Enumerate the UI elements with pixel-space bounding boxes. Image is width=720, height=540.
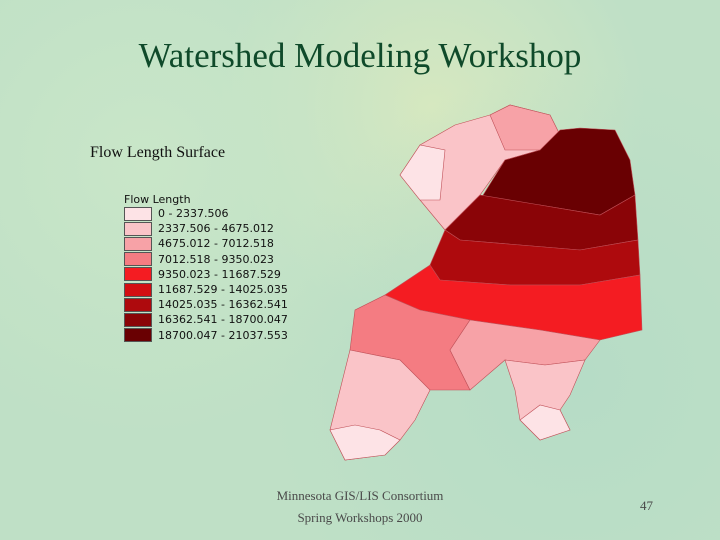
region	[519, 404, 571, 441]
legend-title: Flow Length	[124, 193, 191, 206]
legend-item: 4675.012 - 7012.518	[124, 236, 288, 251]
region	[349, 294, 471, 391]
slide-title: Watershed Modeling Workshop	[138, 36, 582, 75]
legend-item: 9350.023 - 11687.529	[124, 267, 288, 282]
legend-swatch	[124, 312, 152, 327]
legend-label: 16362.541 - 18700.047	[158, 313, 288, 327]
legend-label: 11687.529 - 14025.035	[158, 283, 288, 297]
legend-item: 7012.518 - 9350.023	[124, 252, 288, 267]
legend-swatch	[124, 267, 152, 282]
legend-item: 0 - 2337.506	[124, 206, 288, 221]
legend-swatch	[124, 236, 152, 251]
footer-line: Minnesota GIS/LIS Consortium	[276, 488, 444, 503]
watershed	[329, 104, 643, 461]
legend-swatch	[124, 221, 152, 236]
legend-label: 14025.035 - 16362.541	[158, 298, 288, 312]
legend-label: 18700.047 - 21037.553	[158, 328, 288, 342]
legend-swatch	[124, 297, 152, 312]
legend-item: 18700.047 - 21037.553	[124, 328, 288, 343]
legend-label: 4675.012 - 7012.518	[158, 237, 274, 251]
legend-swatch	[124, 252, 152, 267]
legend-item: 11687.529 - 14025.035	[124, 282, 288, 297]
legend-label: 7012.518 - 9350.023	[158, 252, 274, 266]
legend-swatch	[124, 328, 152, 343]
legend-label: 2337.506 - 4675.012	[158, 222, 274, 236]
subtitle: Flow Length Surface	[90, 144, 226, 161]
footer-line: Spring Workshops 2000	[297, 510, 423, 525]
legend-item: 2337.506 - 4675.012	[124, 221, 288, 236]
legend-label: 0 - 2337.506	[158, 207, 229, 221]
footer: Minnesota GIS/LIS Consortium Spring Work…	[240, 485, 480, 529]
legend-label: 9350.023 - 11687.529	[158, 267, 281, 281]
legend-swatch	[124, 282, 152, 297]
legend: Flow Length 0 - 2337.506 2337.506 - 4675.…	[124, 193, 288, 343]
legend-swatch	[124, 206, 152, 221]
legend-item: 14025.035 - 16362.541	[124, 297, 288, 312]
legend-item: 16362.541 - 18700.047	[124, 312, 288, 327]
region	[329, 424, 401, 461]
page-number: 47	[640, 498, 653, 513]
region	[399, 144, 446, 201]
